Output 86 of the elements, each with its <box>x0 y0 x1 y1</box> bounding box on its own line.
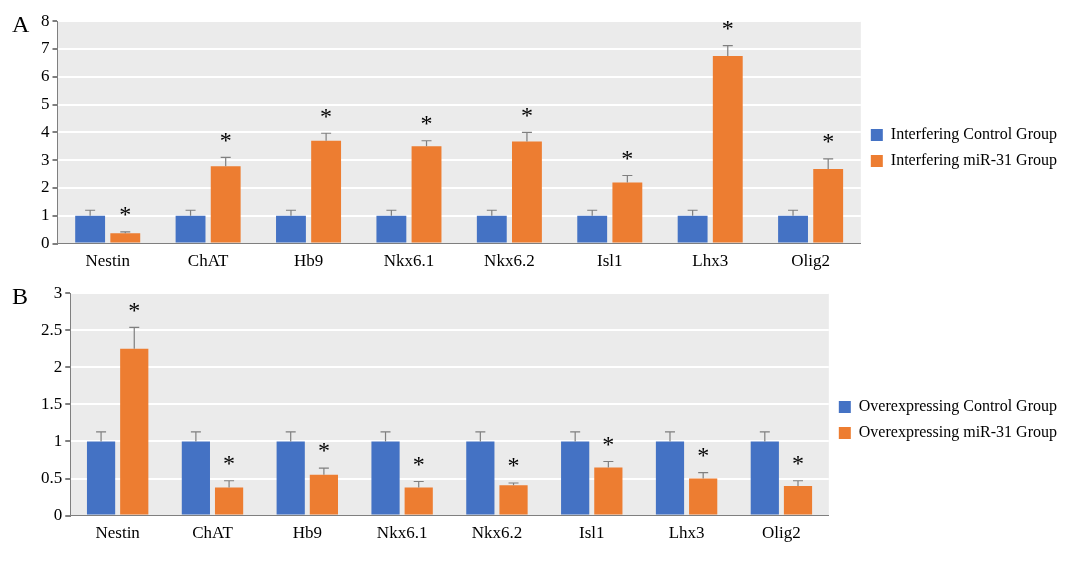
x-tick-label: Isl1 <box>597 251 623 271</box>
bar <box>210 166 241 243</box>
y-tick-label: 2 <box>53 356 63 376</box>
bar <box>689 478 718 515</box>
x-tick-label: ChAT <box>187 251 230 271</box>
annotation: * <box>119 201 132 228</box>
x-tick-label: Nkx6.1 <box>376 523 428 543</box>
x-tick-label: Hb9 <box>292 523 322 543</box>
legend-label: Overexpressing Control Group <box>858 397 1057 416</box>
bar <box>214 487 244 515</box>
bar <box>175 215 206 243</box>
annotation: * <box>507 452 520 479</box>
bar <box>276 441 305 515</box>
legend-label: Interfering Control Group <box>890 125 1058 144</box>
y-tick-label: 4 <box>41 121 50 141</box>
x-tick-label: Nkx6.2 <box>484 251 535 271</box>
bar <box>655 441 685 515</box>
annotation: * <box>128 296 141 323</box>
annotation: * <box>792 450 804 477</box>
bar <box>750 441 779 515</box>
y-tick-label: 1 <box>41 205 50 225</box>
annotation: * <box>223 450 236 477</box>
bar <box>75 215 106 243</box>
y-tick-label: 0 <box>53 505 63 525</box>
bar <box>512 141 542 243</box>
x-tick-label: Hb9 <box>293 251 324 271</box>
bar <box>371 441 400 515</box>
annotation: * <box>602 430 615 457</box>
x-tick-label: Nestin <box>85 251 131 271</box>
y-tick-label: 6 <box>41 66 50 86</box>
bar <box>778 215 808 243</box>
x-tick-label: Lhx3 <box>668 523 705 543</box>
bar <box>476 215 507 243</box>
y-tick-label: 3 <box>53 282 63 302</box>
bar <box>309 474 338 515</box>
bar <box>577 215 608 243</box>
bar <box>411 146 442 243</box>
bar <box>466 441 495 515</box>
chart-title: B <box>12 283 29 310</box>
legend-label: Interfering miR-31 Group <box>890 151 1058 170</box>
bar <box>783 485 813 515</box>
bar <box>311 140 342 243</box>
annotation: * <box>317 437 330 464</box>
y-tick-label: 1.5 <box>41 393 63 413</box>
y-tick-label: 3 <box>41 149 50 169</box>
bar <box>712 55 743 243</box>
annotation: * <box>320 102 333 129</box>
x-tick-label: ChAT <box>192 523 234 543</box>
annotation: * <box>520 101 533 128</box>
chart-title: A <box>12 11 30 38</box>
y-tick-label: 5 <box>41 94 50 114</box>
x-tick-label: Lhx3 <box>692 251 729 271</box>
bar <box>813 169 844 243</box>
y-tick-label: 8 <box>41 10 50 30</box>
annotation: * <box>621 144 634 171</box>
bar <box>561 441 590 515</box>
annotation: * <box>697 441 710 468</box>
x-tick-label: Olig2 <box>791 251 830 271</box>
y-tick-label: 7 <box>41 38 50 58</box>
y-tick-label: 0.5 <box>41 468 63 487</box>
bar <box>677 215 708 243</box>
y-tick-label: 1 <box>53 430 63 450</box>
bar <box>276 215 306 243</box>
legend-label: Overexpressing miR-31 Group <box>858 423 1057 442</box>
bar <box>404 487 433 515</box>
bar <box>594 467 623 515</box>
x-tick-label: Isl1 <box>579 523 605 543</box>
x-tick-label: Nestin <box>95 523 141 543</box>
bar <box>86 441 116 515</box>
y-tick-label: 0 <box>41 233 50 253</box>
x-tick-label: Nkx6.2 <box>471 523 523 543</box>
x-tick-label: Nkx6.1 <box>383 251 435 271</box>
annotation: * <box>219 126 232 153</box>
bar <box>612 182 643 243</box>
y-tick-label: 2 <box>41 177 50 197</box>
annotation: * <box>822 128 835 155</box>
annotation: * <box>412 450 425 477</box>
bar <box>110 233 141 243</box>
annotation: * <box>420 110 433 137</box>
bar <box>499 485 528 515</box>
bar <box>181 441 210 515</box>
y-tick-label: 2.5 <box>41 319 63 339</box>
x-tick-label: Olig2 <box>762 523 801 543</box>
bar <box>120 348 149 515</box>
bar <box>376 215 407 243</box>
annotation: * <box>721 14 734 41</box>
